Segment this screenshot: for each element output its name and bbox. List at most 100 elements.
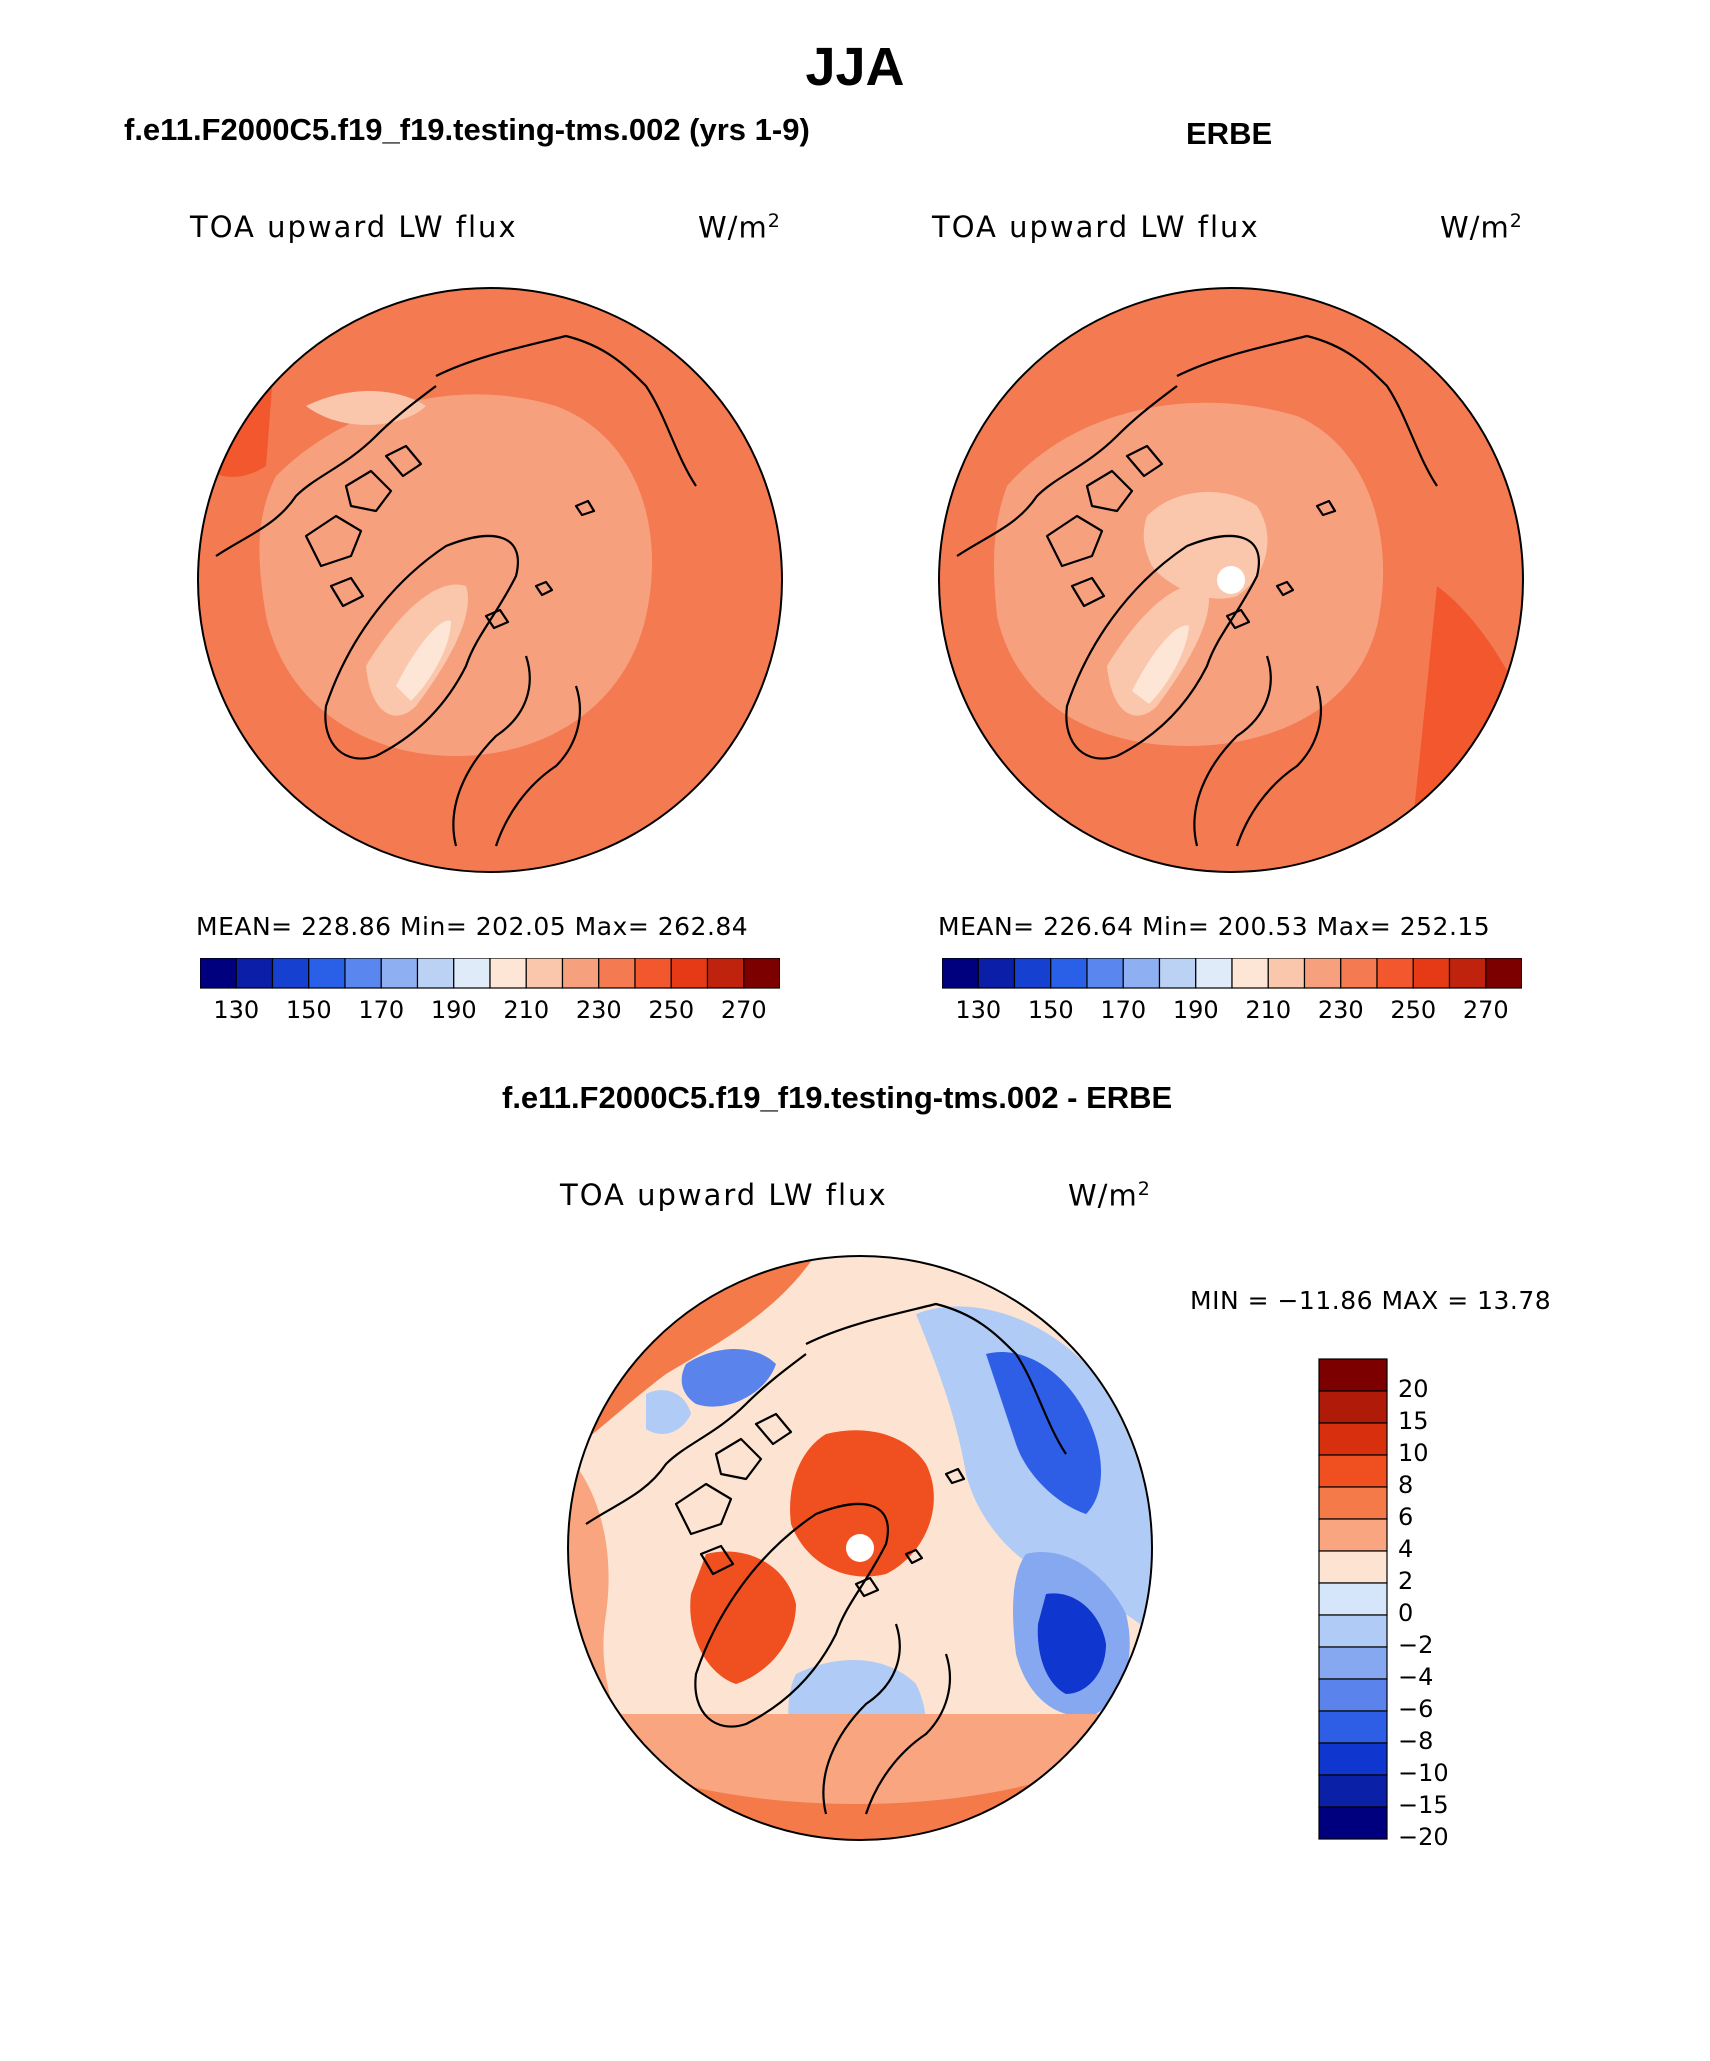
coastline-segment [329,576,365,608]
colorbar-swatch [1013,958,1052,989]
difference-polar-map [567,1255,1153,1841]
colorbar-swatch [235,958,274,989]
colorbar-swatch [1318,1678,1388,1712]
colorbar-tick-label: 270 [720,996,767,1024]
colorbar-swatch [1318,1806,1388,1840]
contour-region [646,1390,691,1434]
colorbar-tick-label: 6 [1398,1503,1414,1531]
colorbar-swatch [706,958,745,989]
colorbar-swatch [308,958,346,989]
colorbar-swatch [1318,1422,1388,1456]
contour-region [986,1352,1101,1514]
coastline-segment [484,608,510,630]
colorbar-tick-label: 4 [1398,1535,1414,1563]
contour-region [396,620,451,701]
coastline-segment [956,385,1178,557]
map-boundary [197,287,783,873]
colorbar-swatch [598,958,636,989]
colorbar-swatch [1267,958,1306,989]
colorbar-swatch [670,958,709,989]
contour-region [690,1551,796,1684]
colorbar-tick-label: 15 [1398,1407,1429,1435]
obs-panel-heading: ERBE [1186,116,1273,151]
colorbar-swatch [453,958,491,989]
coastline [585,1302,1067,1815]
colorbar-tick-label: 150 [1027,996,1074,1024]
colorbar-tick-label: 230 [1317,996,1364,1024]
coastline [215,334,697,847]
colorbar-swatch [1448,958,1487,989]
colorbar-tick-label: −2 [1398,1631,1434,1659]
missing-data-pole [1217,566,1245,594]
coastline-segment [864,1653,951,1815]
colorbar-swatch [1318,1358,1388,1392]
colorbar-swatch [1318,1710,1388,1744]
coastline-segment [1225,608,1251,630]
coastline-segment [344,469,393,513]
colorbar-tick-label: 0 [1398,1599,1414,1627]
coastline-segment [1065,534,1260,760]
colorbar-swatch [1318,1774,1388,1808]
coastline-segment [574,499,596,517]
coastline-segment [435,334,697,487]
coastline-segment [1125,444,1164,478]
colorbar-swatch [489,958,527,989]
difference-colorbar [1318,1358,1388,1840]
coastline-segment [1045,514,1104,568]
model-colorbar [200,958,780,989]
colorbar-swatch [1318,1646,1388,1680]
colorbar-swatch [416,958,455,989]
coastline-segment [754,1412,793,1446]
page-title: JJA [805,37,905,97]
contour-region [1132,625,1189,704]
colorbar-tick-label: −4 [1398,1663,1434,1691]
coastline-segment [452,655,531,847]
difference-variable-label: TOA upward LW flux [560,1178,888,1212]
colorbar-swatch [344,958,382,989]
colorbar-swatch [743,958,780,989]
colorbar-swatch [1303,958,1342,989]
coastline-segment [904,1548,924,1565]
colorbar-tick-label: 210 [1245,996,1292,1024]
missing-data-pole [846,1534,874,1562]
coastline-segment [944,1467,966,1485]
coastline-segment [1315,499,1337,517]
colorbar-swatch [1318,1486,1388,1520]
map-boundary [567,1255,1153,1841]
colorbar-tick-label: 270 [1462,996,1509,1024]
coastline-segment [694,1502,889,1728]
colorbar-swatch [525,958,564,989]
contour-region [259,394,652,756]
obs-stats-line: MEAN= 226.64 Min= 200.53 Max= 252.15 [938,912,1491,941]
colorbar-swatch [1318,1518,1388,1552]
coastline-segment [1070,576,1106,608]
colorbar-swatch [1158,958,1197,989]
coastline-segment [534,580,554,597]
colorbar-swatch [1376,958,1414,989]
coastline-segment [699,1544,735,1576]
colorbar-tick-label: 250 [648,996,695,1024]
obs-variable-label: TOA upward LW flux [932,210,1260,244]
model-colorbar-ticks: 130 150 170 190 210 230 250 270 [0,996,1710,1026]
model-panel-heading: f.e11.F2000C5.f19_f19.testing-tms.002 (y… [124,112,810,147]
colorbar-tick-label: 230 [575,996,622,1024]
colorbar-swatch [271,958,310,989]
colorbar-swatch [1412,958,1451,989]
colorbar-tick-label: 210 [503,996,550,1024]
colorbar-tick-label: −20 [1398,1823,1449,1851]
coastline-segment [822,1623,901,1815]
colorbar-tick-label: 170 [1100,996,1147,1024]
colorbar-swatch [1195,958,1233,989]
coastline-segment [324,534,519,760]
contour-region [366,584,468,716]
colorbar-tick-label: 150 [285,996,332,1024]
obs-polar-map [938,287,1524,873]
coastline-segment [1275,580,1295,597]
difference-units-label: W/m2 [1068,1178,1151,1213]
model-polar-map [197,287,783,873]
coastline-segment [494,685,581,847]
colorbar-tick-label: 170 [358,996,405,1024]
colorbar-tick-label: 20 [1398,1375,1429,1403]
colorbar-swatch [634,958,672,989]
colorbar-swatch [942,958,979,989]
